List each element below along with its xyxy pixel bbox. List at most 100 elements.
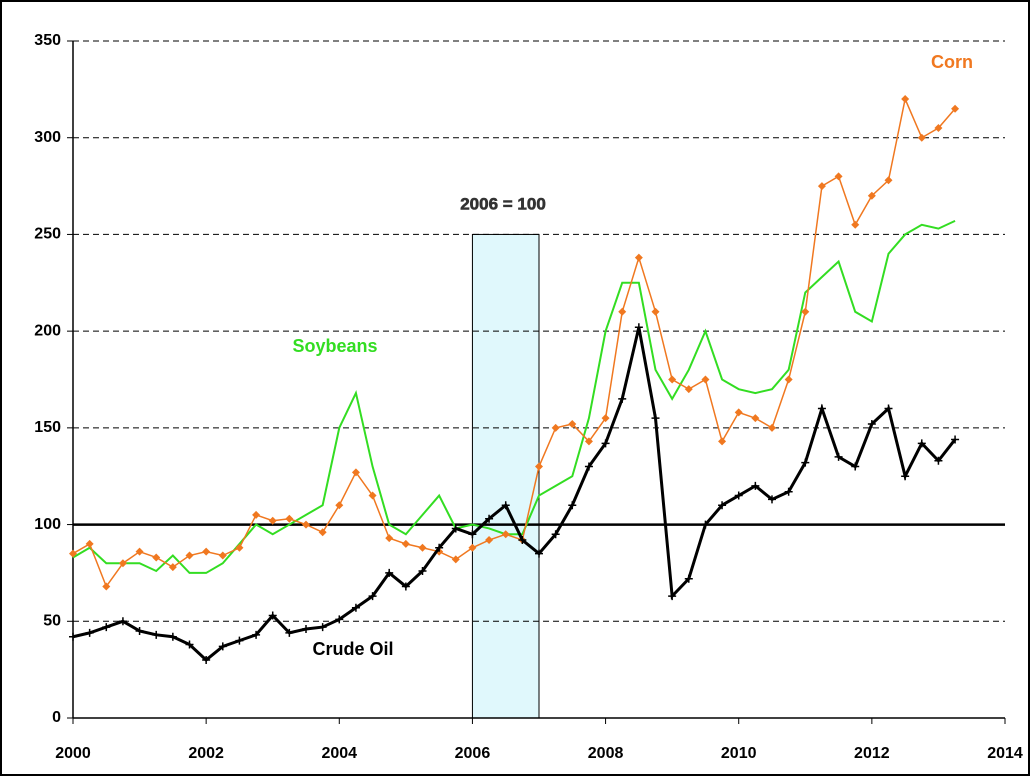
marker	[601, 439, 610, 448]
marker	[235, 543, 244, 552]
marker	[684, 574, 693, 583]
series-label: Soybeans	[292, 336, 377, 356]
marker	[351, 468, 360, 477]
marker	[934, 456, 943, 465]
marker	[368, 592, 377, 601]
marker	[884, 176, 893, 185]
marker	[568, 419, 577, 428]
marker	[901, 95, 910, 104]
x-tick-label: 2012	[854, 745, 890, 762]
marker	[401, 539, 410, 548]
marker	[718, 501, 727, 510]
marker	[784, 487, 793, 496]
marker	[634, 323, 643, 332]
marker	[485, 514, 494, 523]
marker	[69, 549, 77, 558]
x-tick-label: 2008	[588, 745, 624, 762]
y-tick-label: 100	[34, 516, 61, 533]
marker	[468, 543, 477, 552]
marker	[302, 625, 310, 634]
marker	[202, 547, 211, 556]
x-tick-label: 2010	[721, 745, 757, 762]
marker	[817, 404, 826, 413]
marker	[302, 520, 310, 529]
reference-band	[471, 233, 540, 719]
y-tick-label: 200	[34, 322, 61, 339]
x-tick-label: 2004	[321, 745, 357, 762]
marker	[501, 501, 510, 510]
marker	[851, 462, 860, 471]
marker	[152, 553, 161, 562]
annotation: 2006 = 100	[460, 194, 546, 213]
marker	[551, 423, 560, 432]
marker	[651, 307, 660, 316]
marker	[851, 220, 860, 229]
marker	[501, 530, 510, 539]
marker	[335, 615, 344, 624]
marker	[418, 566, 427, 575]
marker	[834, 452, 843, 461]
marker	[751, 481, 760, 490]
marker	[718, 437, 727, 446]
y-tick-label: 150	[34, 419, 61, 436]
marker	[268, 611, 277, 620]
x-tick-label: 2002	[188, 745, 224, 762]
marker	[168, 563, 177, 572]
marker	[784, 375, 793, 384]
marker	[535, 462, 543, 471]
series-line	[72, 326, 957, 662]
x-tick-label: 2006	[455, 745, 491, 762]
marker	[418, 543, 427, 552]
marker	[152, 630, 161, 639]
marker	[252, 630, 261, 639]
marker	[917, 133, 926, 142]
marker	[335, 501, 344, 510]
marker	[651, 414, 660, 423]
marker	[934, 124, 943, 133]
marker	[634, 253, 643, 262]
marker	[185, 551, 194, 560]
marker	[318, 528, 327, 537]
marker	[202, 655, 211, 664]
series-label: Crude Oil	[312, 639, 393, 659]
marker	[168, 632, 177, 641]
marker	[751, 414, 760, 423]
marker	[551, 530, 560, 539]
marker	[285, 514, 294, 523]
y-tick-label: 50	[43, 613, 61, 630]
marker	[235, 636, 244, 645]
marker	[118, 559, 127, 568]
marker	[834, 172, 843, 181]
marker	[85, 539, 94, 548]
marker	[85, 628, 94, 637]
y-tick-label: 350	[34, 32, 61, 49]
marker	[668, 375, 677, 384]
marker	[884, 404, 893, 413]
marker	[102, 623, 111, 632]
marker	[568, 501, 577, 510]
marker	[867, 191, 876, 200]
marker	[618, 307, 627, 316]
marker	[351, 603, 360, 612]
marker	[435, 543, 444, 552]
marker	[867, 419, 876, 428]
marker	[318, 623, 327, 632]
marker	[768, 423, 776, 432]
marker	[135, 626, 144, 635]
marker	[917, 439, 926, 448]
marker	[468, 530, 477, 539]
marker	[268, 516, 277, 525]
marker	[901, 472, 910, 481]
marker	[535, 549, 543, 558]
marker	[601, 414, 610, 423]
marker	[401, 582, 410, 591]
marker	[801, 458, 810, 467]
marker	[684, 385, 693, 394]
marker	[817, 182, 826, 191]
marker	[451, 555, 460, 564]
marker	[801, 307, 810, 316]
marker	[102, 582, 111, 591]
y-tick-label: 300	[34, 129, 61, 146]
